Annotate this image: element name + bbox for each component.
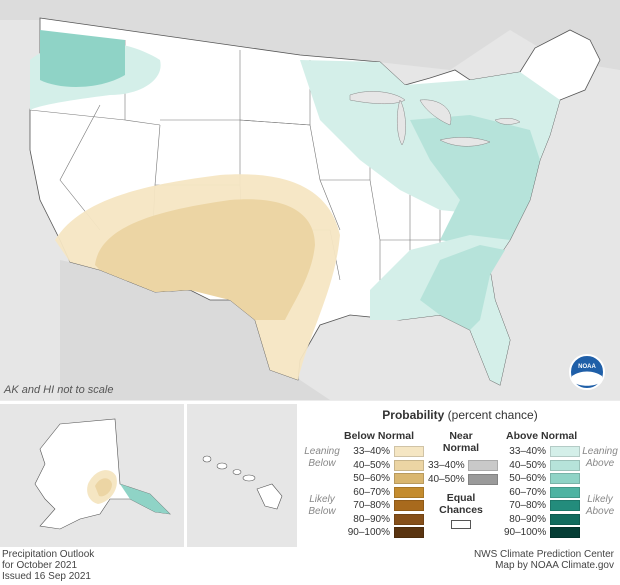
legend-swatch	[550, 527, 580, 538]
near-heading-line: Near	[449, 430, 473, 442]
probability-legend: Probability (percent chance) Below Norma…	[300, 404, 620, 547]
equal-line: Equal	[446, 492, 476, 504]
noaa-logo-text: NOAA	[578, 364, 596, 370]
legend-row: 70–80%	[346, 500, 424, 512]
divider	[0, 401, 620, 404]
legend-swatch	[468, 473, 498, 485]
legend-row-label: 40–50%	[353, 459, 390, 471]
legend-row: 40–50%	[428, 473, 498, 486]
legend-row-label: 70–80%	[353, 500, 390, 512]
legend-row-label: 70–80%	[509, 500, 546, 512]
legend-row: 60–70%	[504, 486, 580, 499]
legend-row: 33–40%	[346, 446, 424, 458]
legend-row-label: 40–50%	[428, 473, 465, 485]
below-normal-40-50	[95, 199, 315, 320]
legend-row: 33–40%	[428, 460, 498, 472]
legend-row-label: 90–100%	[347, 527, 390, 539]
legend-swatch	[550, 486, 580, 498]
legend-title: Probability (percent chance)	[300, 408, 620, 422]
legend-row: 60–70%	[346, 486, 424, 499]
legend-row: 40–50%	[504, 459, 580, 472]
legend-row: 33–40%	[504, 446, 580, 458]
near-normal-heading: Near Normal	[436, 430, 486, 454]
legend-row: 80–90%	[504, 513, 580, 526]
legend-swatch	[394, 446, 424, 457]
likely-label-line: Below	[308, 506, 336, 517]
legend-row-label: 40–50%	[509, 459, 546, 471]
legend-swatch	[550, 459, 580, 471]
leaning-label-line: Above	[585, 458, 615, 469]
footer-background	[0, 547, 620, 585]
legend-swatch	[394, 459, 424, 471]
divider	[184, 401, 187, 547]
above-normal-heading: Above Normal	[506, 430, 578, 442]
leaning-below-label: Leaning Below	[300, 446, 344, 470]
legend-row: 40–50%	[346, 459, 424, 472]
legend-row: 80–90%	[346, 513, 424, 526]
equal-chances-label: Equal Chances	[436, 492, 486, 516]
legend-row-label: 50–60%	[509, 473, 546, 485]
credit-line: NWS Climate Prediction Center	[473, 549, 614, 560]
likely-label-line: Above	[585, 506, 615, 517]
leaning-label-line: Leaning	[304, 446, 340, 457]
outlook-caption: Precipitation Outlook for October 2021 I…	[2, 549, 94, 582]
credit-line: Map by NOAA Climate.gov	[495, 560, 614, 571]
legend-swatch	[394, 473, 424, 484]
divider	[297, 401, 300, 547]
below-normal-heading: Below Normal	[344, 430, 415, 442]
legend-swatch	[550, 473, 580, 484]
caption-line: Precipitation Outlook	[2, 549, 95, 560]
legend-row: 70–80%	[504, 500, 580, 512]
scale-note: AK and HI not to scale	[4, 384, 114, 396]
legend-swatch	[394, 527, 424, 538]
above-normal-east-40-50	[410, 115, 540, 245]
legend-row-label: 33–40%	[353, 446, 390, 458]
leaning-above-label: Leaning Above	[580, 446, 620, 470]
legend-swatch	[550, 446, 580, 457]
legend-title-rest: (percent chance)	[444, 408, 538, 422]
credit-caption: NWS Climate Prediction Center Map by NOA…	[474, 549, 614, 571]
leaning-label-line: Below	[308, 458, 336, 469]
legend-row: 90–100%	[346, 527, 424, 539]
legend-swatch	[550, 500, 580, 511]
likely-below-label: Likely Below	[300, 494, 344, 518]
noaa-logo-icon	[569, 354, 605, 390]
likely-label-line: Likely	[587, 494, 613, 505]
legend-swatch	[394, 513, 424, 525]
legend-row-label: 33–40%	[428, 460, 465, 472]
legend-row-label: 80–90%	[353, 513, 390, 525]
legend-row-label: 50–60%	[353, 473, 390, 485]
equal-line: Chances	[439, 504, 483, 516]
likely-label-line: Likely	[309, 494, 335, 505]
legend-swatch	[394, 486, 424, 498]
legend-row: 50–60%	[346, 473, 424, 485]
above-normal-se-40-50	[420, 245, 505, 330]
equal-chances-swatch	[451, 520, 471, 529]
legend-row: 50–60%	[504, 473, 580, 485]
hawaii-inset-map	[187, 404, 297, 547]
legend-title-bold: Probability	[382, 408, 445, 422]
legend-row: 90–100%	[504, 527, 580, 539]
leaning-label-line: Leaning	[582, 446, 618, 457]
legend-row-label: 80–90%	[509, 513, 546, 525]
conus-map: NOAA	[29, 17, 605, 400]
legend-swatch	[468, 460, 498, 471]
legend-swatch	[550, 513, 580, 525]
alaska-inset-map	[0, 404, 184, 547]
caption-line: Issued 16 Sep 2021	[2, 571, 91, 582]
caption-line: for October 2021	[2, 560, 78, 571]
legend-row-label: 60–70%	[353, 486, 390, 498]
legend-swatch	[394, 500, 424, 511]
legend-row-label: 33–40%	[509, 446, 546, 458]
likely-above-label: Likely Above	[580, 494, 620, 518]
above-normal-nw-40-50	[40, 30, 125, 87]
legend-row-label: 90–100%	[504, 527, 547, 539]
legend-row-label: 60–70%	[509, 486, 546, 498]
near-heading-line: Normal	[442, 442, 480, 454]
